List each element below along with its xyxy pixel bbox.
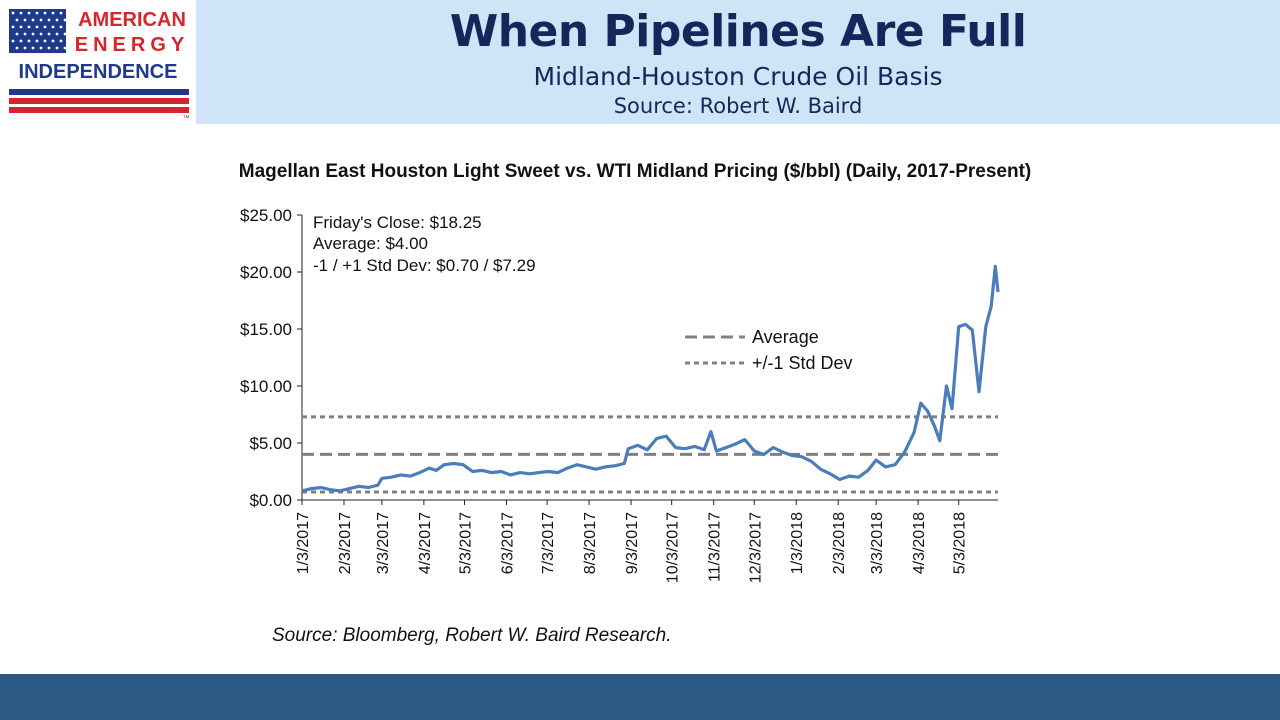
- flag-star: [51, 39, 55, 43]
- flag-star: [19, 11, 23, 15]
- flag-star: [63, 18, 67, 22]
- y-tick-label: $0.00: [249, 491, 292, 510]
- chart: $0.00 $5.00 $10.00 $15.00 $20.00 $25.00 1/3/2…: [240, 206, 1000, 583]
- x-tick-label: 2/3/2017: [337, 512, 354, 574]
- logo-stripe-red-2: [9, 107, 189, 113]
- flag-star: [63, 32, 67, 36]
- flag-star: [47, 46, 51, 50]
- logo-graphic: AMERICAN ENERGY INDEPENDENCE ™: [9, 9, 190, 122]
- chart-title: Magellan East Houston Light Sweet vs. WT…: [238, 161, 1032, 182]
- flag-star: [39, 46, 43, 50]
- y-tick-label: $20.00: [240, 263, 292, 282]
- x-tick-label: 6/3/2017: [499, 512, 516, 574]
- flag-star: [11, 39, 15, 43]
- y-tick-label: $25.00: [240, 206, 292, 225]
- slide-subtitle: Midland-Houston Crude Oil Basis: [533, 62, 943, 91]
- flag-star: [35, 25, 39, 29]
- flag-star: [55, 46, 59, 50]
- logo-trademark: ™: [183, 115, 190, 122]
- x-tick-label: 3/3/2018: [869, 512, 886, 574]
- flag-star: [47, 18, 51, 22]
- legend-std-label: +/-1 Std Dev: [752, 353, 853, 373]
- flag-star: [27, 39, 31, 43]
- flag-canton: [9, 9, 66, 53]
- x-tick-label: 9/3/2017: [624, 512, 641, 574]
- x-tick-label: 12/3/2017: [747, 512, 764, 583]
- y-tick-label: $5.00: [249, 434, 292, 453]
- flag-star: [63, 46, 67, 50]
- x-tick-label: 8/3/2017: [582, 512, 599, 574]
- flag-star: [39, 18, 43, 22]
- logo-word-american: AMERICAN: [78, 9, 186, 31]
- x-tick-label: 1/3/2017: [295, 512, 312, 574]
- flag-star: [27, 25, 31, 29]
- x-tick-label: 5/3/2018: [952, 512, 969, 574]
- chart-source-note: Source: Bloomberg, Robert W. Baird Resea…: [272, 625, 672, 646]
- flag-star: [15, 32, 19, 36]
- y-tick-label: $15.00: [240, 320, 292, 339]
- flag-star: [15, 18, 19, 22]
- annotation-close: Friday's Close: $18.25: [313, 213, 482, 232]
- legend-average-label: Average: [752, 327, 819, 347]
- flag-star: [11, 25, 15, 29]
- flag-star: [27, 11, 31, 15]
- logo-stripe-red-1: [9, 98, 189, 104]
- footer-bar: [0, 674, 1280, 720]
- flag-star: [35, 39, 39, 43]
- x-tick-label: 5/3/2017: [457, 512, 474, 574]
- slide-title: When Pipelines Are Full: [449, 6, 1027, 57]
- x-tick-label: 7/3/2017: [540, 512, 557, 574]
- x-tick-label: 2/3/2018: [831, 512, 848, 574]
- x-ticks: 1/3/2017 2/3/2017 3/3/2017 4/3/2017 5/3/2017…: [295, 500, 969, 583]
- logo-stripe-blue: [9, 89, 189, 95]
- flag-star: [55, 32, 59, 36]
- x-tick-label: 11/3/2017: [707, 512, 724, 582]
- flag-star: [59, 11, 63, 15]
- flag-star: [35, 11, 39, 15]
- x-tick-label: 3/3/2017: [375, 512, 392, 574]
- slide-source: Source: Robert W. Baird: [613, 94, 863, 118]
- flag-star: [55, 18, 59, 22]
- y-tick-label: $10.00: [240, 377, 292, 396]
- flag-star: [43, 11, 47, 15]
- flag-star: [39, 32, 43, 36]
- flag-star: [43, 25, 47, 29]
- annotation-std-dev: -1 / +1 Std Dev: $0.70 / $7.29: [313, 256, 536, 275]
- flag-star: [31, 32, 35, 36]
- flag-star: [59, 39, 63, 43]
- series-line: [301, 264, 1000, 493]
- x-tick-label: 1/3/2018: [789, 512, 806, 574]
- flag-star: [19, 39, 23, 43]
- flag-star: [11, 11, 15, 15]
- logo-word-energy: ENERGY: [75, 34, 189, 56]
- flag-star: [31, 18, 35, 22]
- annotation-average: Average: $4.00: [313, 234, 428, 253]
- flag-star: [51, 11, 55, 15]
- x-tick-label: 4/3/2018: [911, 512, 928, 574]
- flag-star: [51, 25, 55, 29]
- y-ticks: $0.00 $5.00 $10.00 $15.00 $20.00 $25.00: [240, 206, 302, 510]
- flag-star: [31, 46, 35, 50]
- flag-star: [15, 46, 19, 50]
- flag-star: [19, 25, 23, 29]
- x-tick-label: 4/3/2017: [417, 512, 434, 574]
- flag-star: [23, 46, 27, 50]
- logo: AMERICAN ENERGY INDEPENDENCE ™: [0, 0, 196, 124]
- logo-word-independence: INDEPENDENCE: [19, 61, 178, 83]
- reference-lines: [302, 415, 998, 494]
- flag-stars: [11, 11, 67, 50]
- flag-star: [59, 25, 63, 29]
- x-tick-label: 10/3/2017: [665, 512, 682, 583]
- flag-star: [43, 39, 47, 43]
- flag-star: [23, 32, 27, 36]
- flag-star: [23, 18, 27, 22]
- flag-star: [47, 32, 51, 36]
- header-band: [196, 0, 1280, 124]
